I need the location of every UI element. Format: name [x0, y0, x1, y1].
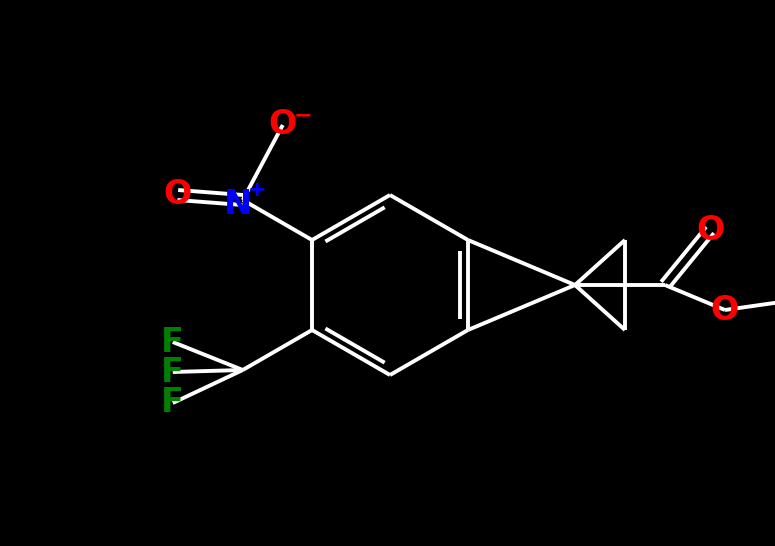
Text: F: F [161, 325, 184, 359]
Text: F: F [161, 355, 184, 389]
Text: N: N [224, 188, 252, 222]
Text: F: F [161, 387, 184, 419]
Text: O: O [696, 213, 724, 246]
Text: O: O [164, 179, 192, 211]
Text: +: + [247, 180, 266, 200]
Text: O: O [269, 109, 297, 141]
Text: O: O [711, 294, 739, 327]
Text: −: − [294, 105, 312, 125]
